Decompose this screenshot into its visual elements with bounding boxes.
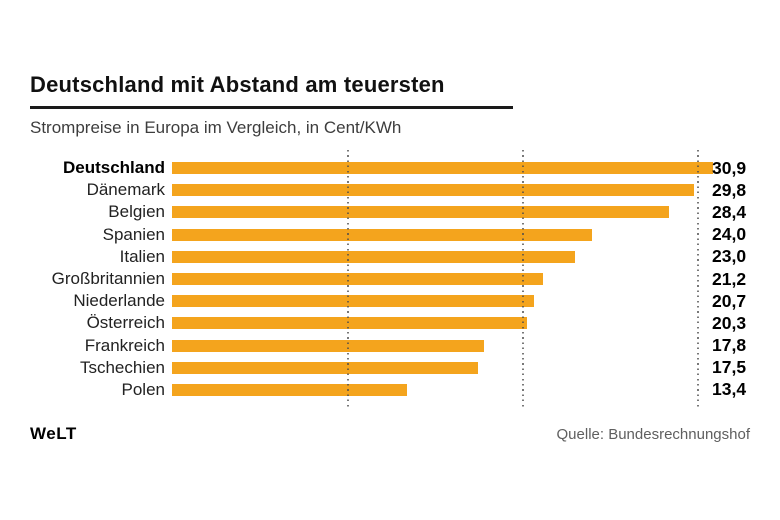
category-label: Niederlande xyxy=(73,291,165,311)
category-label: Tschechien xyxy=(79,357,165,377)
source-text: Quelle: Bundesrechnungshof xyxy=(556,426,750,443)
chart-row: Dänemark 29,8 xyxy=(30,179,750,201)
gridline-20 xyxy=(522,150,524,408)
chart-row: Österreich 20,3 xyxy=(30,312,750,334)
value-bar xyxy=(172,273,543,286)
chart-row: Deutschland 30,9 xyxy=(30,157,750,179)
value-bar xyxy=(172,339,484,352)
value-label: 17,8 xyxy=(712,335,747,356)
value-label: 20,7 xyxy=(712,290,747,311)
value-label: 21,2 xyxy=(712,268,747,289)
chart-row: Niederlande 20,7 xyxy=(30,290,750,312)
value-bar xyxy=(172,250,575,263)
bar-track xyxy=(172,383,750,396)
welt-logo: WeLT xyxy=(30,424,77,443)
bar-chart: Deutschland 30,9 Dänemark 29,8 Belgien 28,4 Sp… xyxy=(30,150,750,408)
chart-row: Italien 23,0 xyxy=(30,246,750,268)
bar-track xyxy=(172,295,750,308)
bar-track xyxy=(172,317,750,330)
gridline-30 xyxy=(697,150,699,408)
chart-row: Frankreich 17,8 xyxy=(30,335,750,357)
value-bar xyxy=(172,162,713,175)
value-label: 28,4 xyxy=(712,201,747,222)
value-bar xyxy=(172,317,528,330)
category-label: Großbritannien xyxy=(51,269,165,289)
chart-header: Deutschland mit Abstand am teuersten Str… xyxy=(30,72,750,138)
category-label: Österreich xyxy=(86,313,165,333)
chart-row: Spanien 24,0 xyxy=(30,224,750,246)
chart-footer: WeLT Quelle: Bundesrechnungshof xyxy=(30,424,750,444)
chart-rows: Deutschland 30,9 Dänemark 29,8 Belgien 28,4 Sp… xyxy=(30,157,750,401)
bar-track xyxy=(172,228,750,241)
category-label: Italien xyxy=(119,246,165,266)
bar-track xyxy=(172,206,750,219)
chart-row: Polen 13,4 xyxy=(30,379,750,401)
bar-track xyxy=(172,162,750,175)
chart-subtitle: Strompreise in Europa im Vergleich, in C… xyxy=(30,118,402,137)
value-label: 24,0 xyxy=(712,224,747,245)
chart-row: Belgien 28,4 xyxy=(30,201,750,223)
category-label: Belgien xyxy=(108,202,165,222)
chart-row: Tschechien 17,5 xyxy=(30,357,750,379)
value-bar xyxy=(172,361,479,374)
bar-track xyxy=(172,250,750,263)
chart-row: Großbritannien 21,2 xyxy=(30,268,750,290)
category-label: Spanien xyxy=(102,224,165,244)
value-label: 20,3 xyxy=(712,312,747,333)
value-label: 30,9 xyxy=(712,157,747,178)
bar-track xyxy=(172,184,750,197)
value-label: 29,8 xyxy=(712,179,747,200)
value-bar xyxy=(172,295,535,308)
category-label: Frankreich xyxy=(84,335,165,355)
value-bar xyxy=(172,383,407,396)
category-label: Deutschland xyxy=(62,158,165,178)
gridline-10 xyxy=(347,150,349,408)
category-label: Dänemark xyxy=(86,180,165,200)
chart-title: Deutschland mit Abstand am teuersten xyxy=(30,72,445,97)
bar-track xyxy=(172,273,750,286)
value-bar xyxy=(172,184,694,197)
bar-track xyxy=(172,339,750,352)
value-label: 13,4 xyxy=(712,379,747,400)
value-bar xyxy=(172,228,592,241)
value-bar xyxy=(172,206,669,219)
category-label: Polen xyxy=(121,379,165,399)
bar-track xyxy=(172,361,750,374)
value-label: 23,0 xyxy=(712,246,747,267)
value-label: 17,5 xyxy=(712,357,747,378)
title-underline xyxy=(30,106,513,109)
